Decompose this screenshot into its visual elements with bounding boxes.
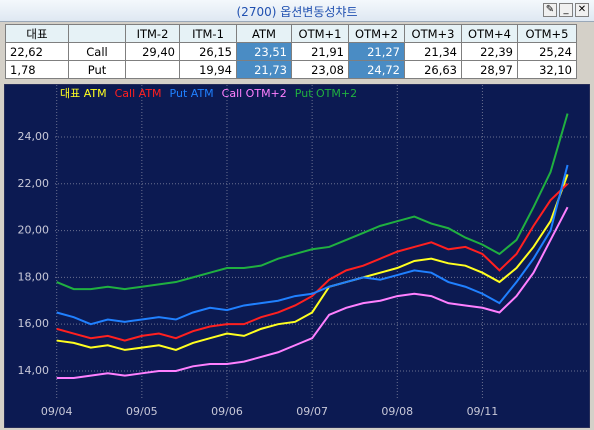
header-cell: 대표: [5, 24, 69, 43]
legend-entry: 대표 ATM: [60, 87, 107, 100]
table-cell: 29,40: [125, 42, 180, 61]
x-tick-label: 09/05: [126, 405, 158, 418]
legend-entry: Call ATM: [115, 87, 162, 100]
header-cell: OTM+4: [461, 24, 518, 43]
x-tick-label: 09/04: [41, 405, 73, 418]
close-button[interactable]: ✕: [575, 3, 589, 17]
table-cell: 21,91: [291, 42, 349, 61]
header-cell: ATM: [236, 24, 292, 43]
chart: 14,00 16,00 18,00 20,00 22,00 24,00 09/04 09/05…: [4, 84, 590, 428]
volatility-table: 대표 ITM-2 ITM-1 ATM OTM+1 OTM+2 OTM+3 OTM+4 OTM+5…: [5, 24, 577, 79]
header-cell: ITM-1: [179, 24, 237, 43]
table-cell: 32,10: [517, 60, 577, 79]
table-cell: 23,51: [236, 42, 292, 61]
x-tick-label: 09/11: [467, 405, 499, 418]
chart-background: [4, 84, 590, 428]
x-tick-label: 09/08: [381, 405, 413, 418]
table-cell: 21,27: [348, 42, 405, 61]
header-blank: [68, 24, 126, 43]
header-cell: OTM+3: [404, 24, 462, 43]
table-cell: 26,15: [179, 42, 237, 61]
y-tick-label: 20,00: [18, 224, 50, 237]
line-series: [56, 206, 569, 380]
table-cell: 25,24: [517, 42, 577, 61]
table-cell: Call: [68, 42, 126, 61]
y-tick-label: 22,00: [18, 177, 50, 190]
line-series: [56, 183, 569, 342]
table-cell: 21,73: [236, 60, 292, 79]
header-cell: OTM+5: [517, 24, 577, 43]
table-cell: 22,62: [5, 42, 69, 61]
header-cell: OTM+1: [291, 24, 349, 43]
table-cell: 19,94: [179, 60, 237, 79]
y-tick-label: 14,00: [18, 364, 50, 377]
table-cell: 22,39: [461, 42, 518, 61]
window-title: (2700) 옵션변동성챠트: [236, 5, 358, 19]
table-row: 22,62 Call 29,40 26,15 23,51 21,91 21,27 21,34 2…: [5, 42, 577, 61]
table-cell: 28,97: [461, 60, 518, 79]
legend-entry: Call OTM+2: [222, 87, 287, 100]
legend-entry: Put ATM: [170, 87, 214, 100]
title-bar: (2700) 옵션변동성챠트 ✎ _ ✕: [0, 0, 594, 22]
line-series: [56, 174, 569, 351]
table-cell: 24,72: [348, 60, 405, 79]
legend-entry: Put OTM+2: [295, 87, 357, 100]
table-cell: 1,78: [5, 60, 69, 79]
x-tick-label: 09/06: [211, 405, 243, 418]
table-row: 1,78 Put 19,94 21,73 23,08 24,72 26,63 28,97 32,…: [5, 60, 577, 79]
header-cell: ITM-2: [125, 24, 180, 43]
table-cell: Put: [68, 60, 126, 79]
header-cell: OTM+2: [348, 24, 405, 43]
line-series: [56, 164, 569, 326]
table-cell: 23,08: [291, 60, 349, 79]
minimize-button[interactable]: _: [559, 3, 573, 17]
table-cell: [125, 60, 180, 79]
line-series: [56, 113, 569, 291]
table-cell: 26,63: [404, 60, 462, 79]
table-cell: 21,34: [404, 42, 462, 61]
y-tick-label: 18,00: [18, 270, 50, 283]
x-tick-label: 09/07: [296, 405, 328, 418]
pin-button[interactable]: ✎: [543, 3, 557, 17]
y-tick-label: 24,00: [18, 130, 50, 143]
header-row: 대표 ITM-2 ITM-1 ATM OTM+1 OTM+2 OTM+3 OTM+4 OTM+5: [5, 24, 577, 43]
y-tick-label: 16,00: [18, 317, 50, 330]
